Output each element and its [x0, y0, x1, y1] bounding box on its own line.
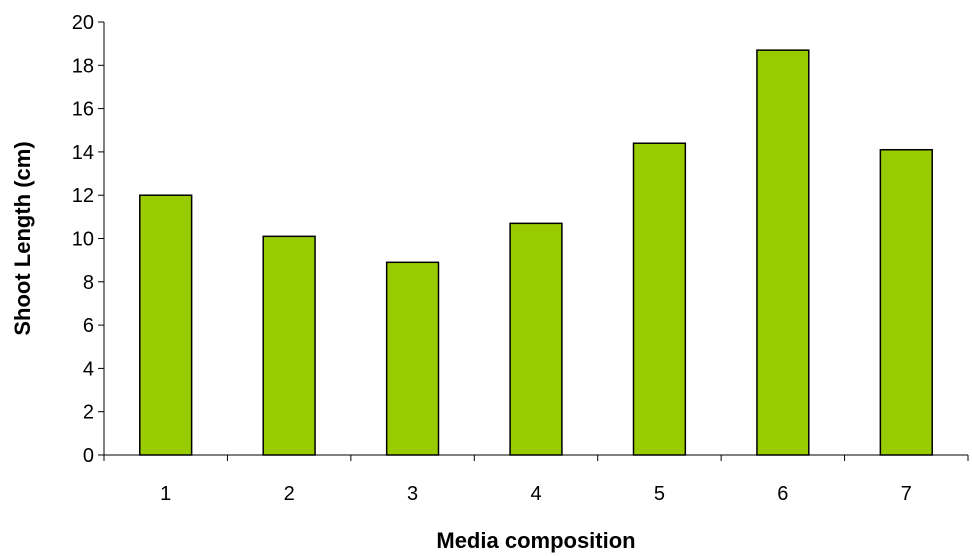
y-tick-label: 16 [72, 99, 94, 121]
y-axis-ticks: 0 2 4 6 8 10 12 14 16 18 20 [72, 12, 104, 467]
y-tick-label: 8 [83, 272, 94, 294]
y-tick-label: 20 [72, 12, 94, 34]
y-tick-label: 12 [72, 185, 94, 207]
x-tick-label: 1 [160, 483, 171, 505]
bar-2 [262, 235, 316, 456]
y-tick-label: 4 [83, 358, 94, 380]
y-tick-label: 6 [83, 315, 94, 337]
x-tick-label: 4 [530, 483, 541, 505]
y-tick-label: 10 [72, 229, 94, 251]
y-axis-title: Shoot Length (cm) [10, 141, 35, 335]
x-axis-ticks: 1 2 3 4 5 6 7 [103, 455, 969, 505]
x-tick-label: 3 [407, 483, 418, 505]
x-tick-label: 5 [654, 483, 665, 505]
bar-series [139, 49, 933, 456]
y-tick-label: 2 [83, 402, 94, 424]
bar-4 [509, 222, 563, 456]
x-tick-label: 2 [284, 483, 295, 505]
y-tick-label: 18 [72, 55, 94, 77]
bar-6 [756, 49, 810, 456]
bar-7 [879, 148, 933, 456]
bar-1 [139, 194, 193, 456]
bar-3 [385, 261, 440, 456]
y-tick-label: 14 [72, 142, 94, 164]
bar-5 [632, 142, 687, 456]
x-tick-label: 6 [777, 483, 788, 505]
x-tick-label: 7 [901, 483, 912, 505]
x-axis-title: Media composition [436, 528, 635, 553]
y-tick-label: 0 [83, 445, 94, 467]
